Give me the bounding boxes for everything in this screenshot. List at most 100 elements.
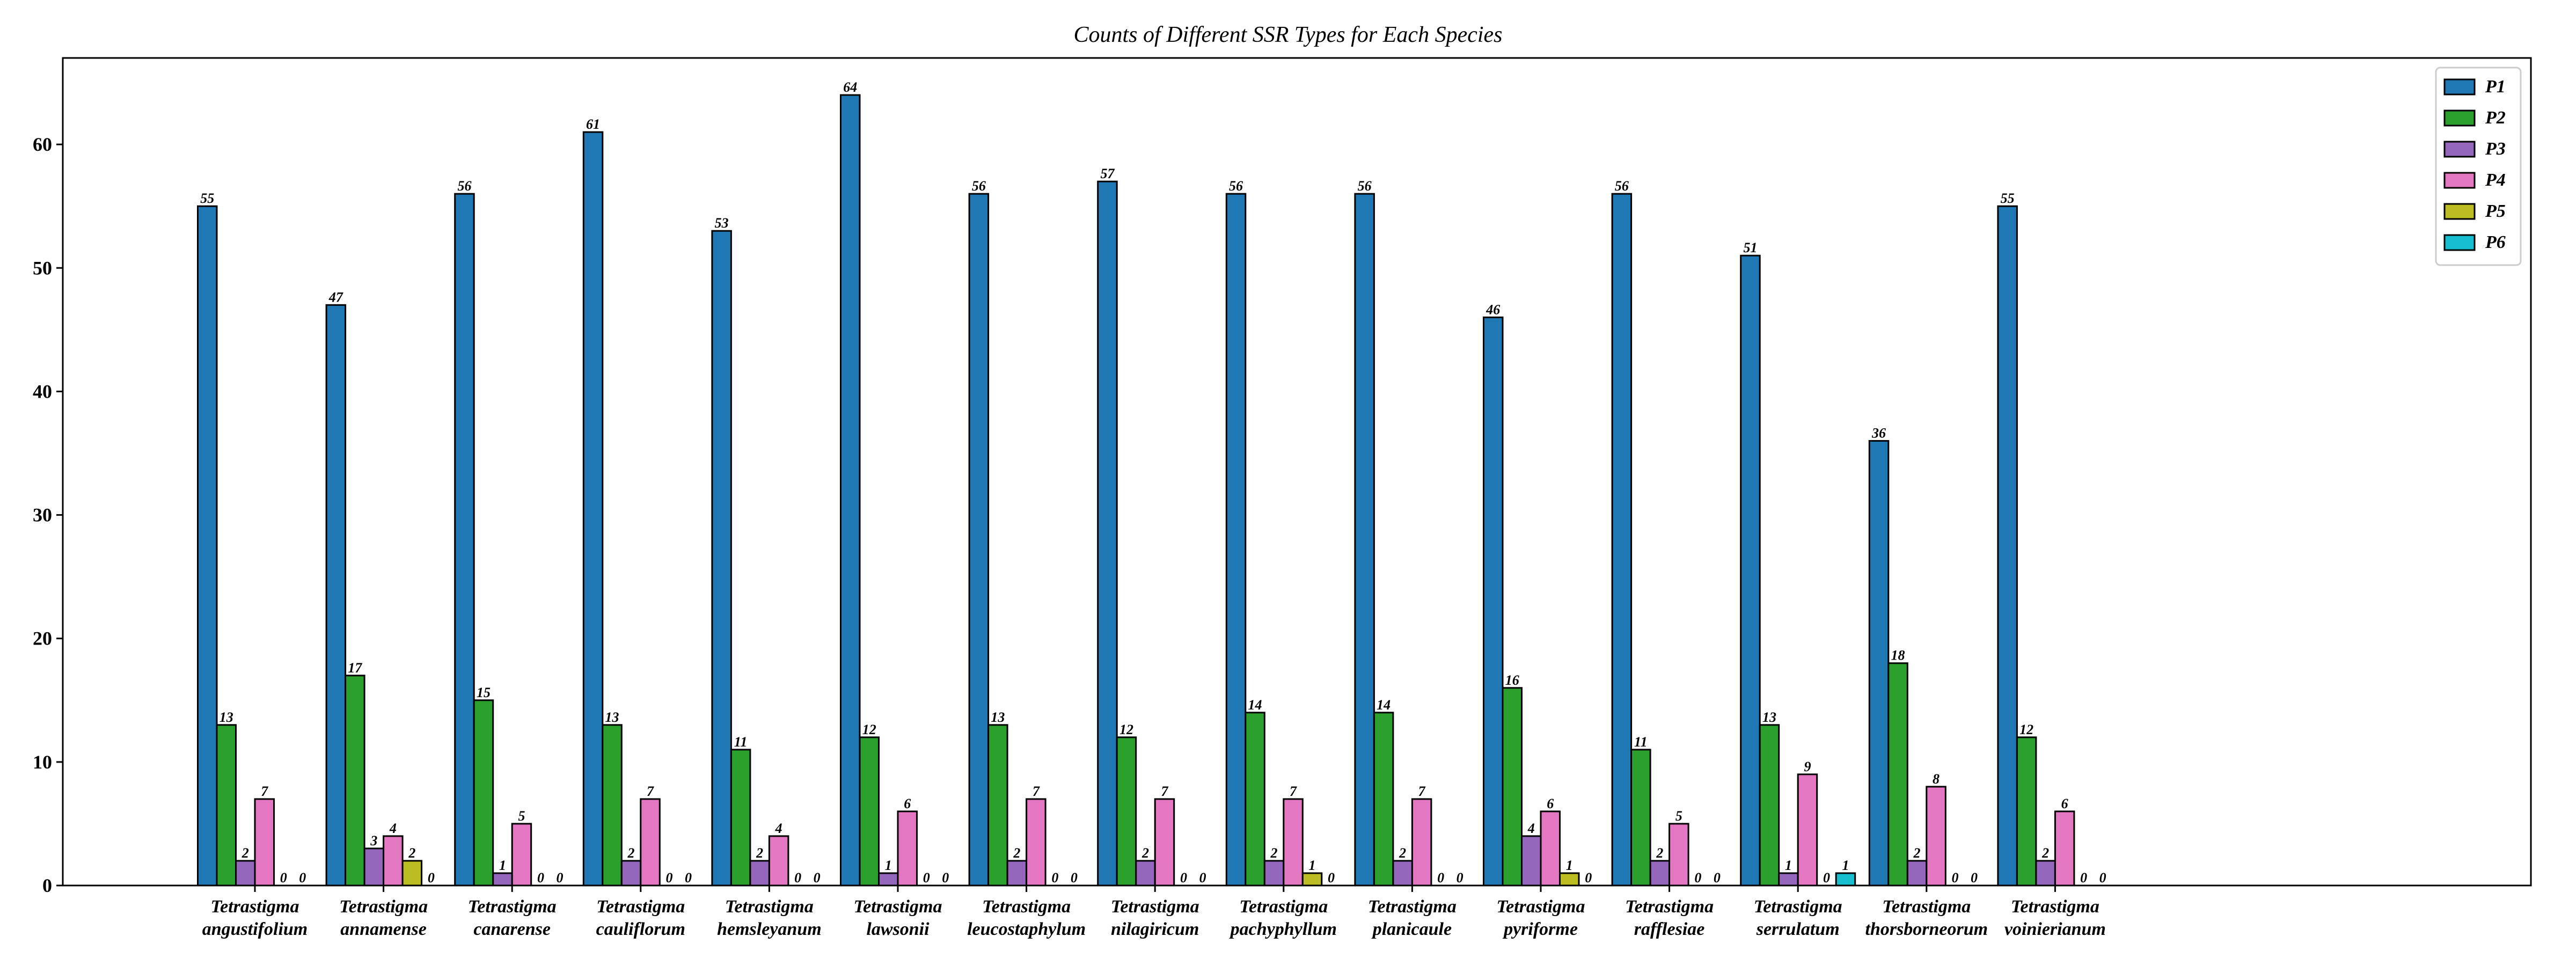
value-label-p2-leucostaphylum: 13 [991,709,1005,725]
bar-p1-cauliflorum [582,131,604,887]
legend-label-p3: P3 [2485,139,2506,159]
value-label-p1-leucostaphylum: 56 [972,178,986,194]
bar-p2-hemsleyanum [730,749,751,887]
value-label-p4-nilagiricum: 7 [1161,784,1168,799]
value-label-p3-annamense: 3 [370,833,377,848]
bar-p1-pyriforme [1483,316,1504,887]
value-label-p5-annamense: 2 [408,845,415,861]
bar-p3-thorsborneorum [1906,860,1928,887]
x-tick-label-lawsonii: Tetrastigma lawsonii [854,897,942,939]
bar-p3-rafflesiae [1649,860,1671,887]
bar-p6-serrulatum [1835,872,1856,887]
x-tick-label-thorsborneorum: Tetrastigma thorsborneorum [1865,897,1988,939]
bar-p2-pachyphyllum [1245,712,1265,887]
plot-frame [62,57,2532,887]
x-tick-label-pyriforme: Tetrastigma pyriforme [1497,897,1585,939]
chart-title: Counts of Different SSR Types for Each S… [1073,23,1502,47]
bar-p4-lawsonii [897,810,918,887]
bar-p1-planicaule [1354,193,1375,887]
bar-p4-annamense [383,835,404,887]
legend-swatch-p4 [2443,172,2476,189]
value-label-p5-rafflesiae: 0 [1694,870,1701,885]
bar-p2-leucostaphylum [987,724,1008,887]
value-label-p3-angustifolium: 2 [241,845,249,861]
value-label-p2-angustifolium: 13 [219,709,233,725]
bar-p4-planicaule [1411,798,1432,887]
y-tick-label: 30 [33,504,52,526]
value-label-p2-cauliflorum: 13 [605,709,619,725]
value-label-p5-hemsleyanum: 0 [794,870,801,885]
value-label-p3-rafflesiae: 2 [1656,845,1663,861]
value-label-p1-serrulatum: 51 [1743,240,1757,255]
x-tick-label-voinierianum: Tetrastigma voinierianum [2004,897,2106,939]
value-label-p1-angustifolium: 55 [200,191,214,206]
value-label-p3-lawsonii: 1 [885,858,892,873]
bar-p1-serrulatum [1740,254,1761,887]
bar-p2-nilagiricum [1116,736,1137,887]
y-tick-label: 60 [33,134,52,155]
bar-p1-pachyphyllum [1225,193,1247,887]
bar-p2-cauliflorum [602,724,623,887]
bar-p1-rafflesiae [1611,193,1633,887]
bar-p3-pyriforme [1521,835,1542,887]
value-label-p3-hemsleyanum: 2 [756,845,763,861]
bar-p4-serrulatum [1797,773,1818,887]
bar-p3-serrulatum [1778,872,1799,887]
value-label-p5-planicaule: 0 [1437,870,1444,885]
value-label-p4-leucostaphylum: 7 [1033,784,1040,799]
x-tick-label-planicaule: Tetrastigma planicaule [1368,897,1457,939]
value-label-p5-voinierianum: 0 [2080,870,2087,885]
bar-p1-leucostaphylum [968,193,990,887]
bar-p5-pachyphyllum [1301,872,1323,887]
value-label-p4-thorsborneorum: 8 [1933,771,1940,787]
value-label-p6-lawsonii: 0 [942,870,949,885]
value-label-p5-pyriforme: 1 [1566,858,1573,873]
value-label-p1-annamense: 47 [328,289,343,305]
value-label-p2-pachyphyllum: 14 [1248,697,1262,713]
value-label-p4-annamense: 4 [389,821,397,836]
value-label-p2-nilagiricum: 12 [1119,722,1133,737]
bars-layer [197,94,2075,887]
value-label-p1-lawsonii: 64 [843,79,857,95]
value-label-p4-angustifolium: 7 [261,784,268,799]
legend-label-p4: P4 [2485,170,2506,190]
bar-p1-annamense [325,304,347,887]
value-label-p6-nilagiricum: 0 [1199,870,1206,885]
value-label-p6-pachyphyllum: 0 [1328,870,1335,885]
bar-p4-thorsborneorum [1926,786,1946,887]
bar-p4-pachyphyllum [1283,798,1304,887]
x-tick-label-cauliflorum: Tetrastigma cauliflorum [596,897,685,939]
bar-p3-cauliflorum [620,860,642,887]
value-label-p5-serrulatum: 0 [1823,870,1830,885]
y-tick-label: 0 [42,875,52,896]
bar-p2-canarense [473,699,494,887]
value-label-p5-nilagiricum: 0 [1180,870,1187,885]
value-label-p2-serrulatum: 13 [1762,709,1776,725]
bar-p4-angustifolium [254,798,275,887]
legend-swatch-p1 [2443,78,2476,96]
value-label-p3-leucostaphylum: 2 [1013,845,1020,861]
value-label-p2-voinierianum: 12 [2019,722,2033,737]
value-label-p3-cauliflorum: 2 [627,845,635,861]
value-label-p3-planicaule: 2 [1399,845,1406,861]
bar-p5-annamense [401,860,423,887]
value-label-p6-hemsleyanum: 0 [814,870,821,885]
bar-p3-nilagiricum [1135,860,1156,887]
value-label-p6-angustifolium: 0 [299,870,306,885]
y-tick-label: 20 [33,628,52,649]
value-label-p1-pyriforme: 46 [1485,302,1500,317]
y-tick-label: 50 [33,257,52,279]
value-label-p1-thorsborneorum: 36 [1871,425,1886,441]
value-label-p5-thorsborneorum: 0 [1952,870,1959,885]
value-label-p4-cauliflorum: 7 [647,784,654,799]
value-label-p4-pyriforme: 6 [1547,796,1554,811]
value-label-p4-canarense: 5 [518,808,525,824]
x-tick-label-nilagiricum: Tetrastigma nilagiricum [1111,897,1199,939]
bar-p1-nilagiricum [1097,180,1118,887]
x-tick-label-leucostaphylum: Tetrastigma leucostaphylum [967,897,1086,939]
bar-p2-angustifolium [216,724,237,887]
value-label-p6-cauliflorum: 0 [685,870,692,885]
value-label-p4-voinierianum: 6 [2061,796,2068,811]
x-tick-label-pachyphyllum: Tetrastigma pachyphyllum [1229,897,1337,939]
